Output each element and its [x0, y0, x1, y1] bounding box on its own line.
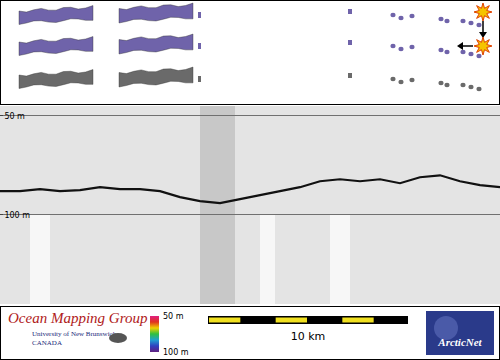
svg-text:50 m: 50 m: [163, 312, 184, 321]
svg-text:100 m: 100 m: [4, 211, 30, 220]
svg-text:50 m: 50 m: [4, 112, 25, 121]
svg-text:Ocean Mapping Group: Ocean Mapping Group: [8, 310, 148, 326]
svg-text:CANADA: CANADA: [32, 339, 62, 347]
svg-text:ArcticNet: ArcticNet: [437, 336, 482, 348]
svg-text:University of New Brunswick: University of New Brunswick: [32, 330, 117, 338]
svg-text:100 m: 100 m: [163, 348, 189, 357]
svg-text:10 km: 10 km: [291, 330, 326, 343]
